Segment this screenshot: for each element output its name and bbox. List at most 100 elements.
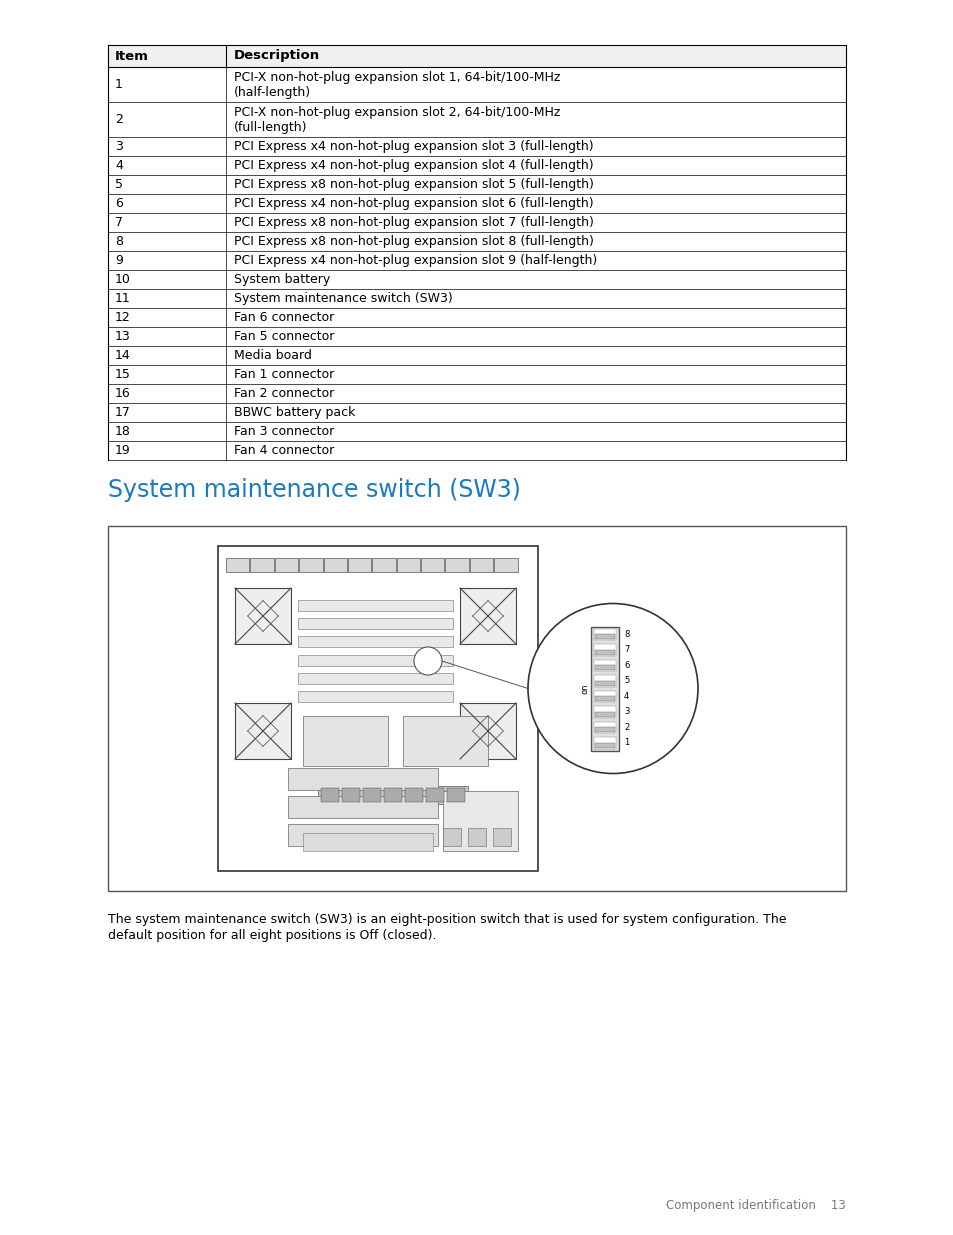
Text: 19: 19 [115, 445, 131, 457]
Bar [218, 546, 537, 871]
Bar [234, 588, 291, 643]
Bar [297, 692, 453, 703]
Text: 9: 9 [115, 254, 123, 267]
Circle shape [527, 604, 698, 773]
Bar [494, 558, 517, 572]
Bar [459, 588, 516, 643]
Text: 8: 8 [115, 235, 123, 248]
Bar [396, 558, 419, 572]
Text: 5: 5 [623, 677, 629, 685]
Text: 3: 3 [115, 140, 123, 153]
Bar [297, 673, 453, 684]
Text: 16: 16 [115, 387, 131, 400]
Text: 4: 4 [623, 692, 629, 700]
Text: 1: 1 [115, 78, 123, 91]
Text: PCI Express x8 non-hot-plug expansion slot 8 (full-length): PCI Express x8 non-hot-plug expansion sl… [233, 235, 594, 248]
Text: PCI Express x4 non-hot-plug expansion slot 4 (full-length): PCI Express x4 non-hot-plug expansion sl… [233, 159, 593, 172]
Text: PCI Express x4 non-hot-plug expansion slot 6 (full-length): PCI Express x4 non-hot-plug expansion sl… [233, 198, 593, 210]
Text: on: on [579, 683, 589, 694]
Text: 8: 8 [623, 630, 629, 638]
Bar [594, 676, 616, 687]
Bar [317, 785, 468, 804]
Bar [274, 558, 298, 572]
Text: default position for all eight positions is Off (closed).: default position for all eight positions… [108, 929, 436, 942]
Bar [470, 558, 493, 572]
Bar [348, 558, 371, 572]
Text: PCI Express x4 non-hot-plug expansion slot 9 (half-length): PCI Express x4 non-hot-plug expansion sl… [233, 254, 597, 267]
Text: 7: 7 [115, 216, 123, 228]
Text: BBWC battery pack: BBWC battery pack [233, 406, 355, 419]
Bar [234, 703, 291, 760]
Bar [595, 666, 615, 671]
Text: 4: 4 [115, 159, 123, 172]
Text: 2: 2 [623, 722, 629, 732]
Text: Fan 4 connector: Fan 4 connector [233, 445, 334, 457]
Bar [595, 680, 615, 685]
Bar [594, 643, 616, 656]
Text: Fan 5 connector: Fan 5 connector [233, 330, 334, 343]
Text: 11: 11 [115, 291, 131, 305]
Bar [594, 629, 616, 640]
Text: 18: 18 [115, 425, 131, 438]
Text: Description: Description [233, 49, 320, 63]
Text: 6: 6 [623, 661, 629, 669]
Bar [595, 650, 615, 655]
Text: 7: 7 [623, 645, 629, 655]
Bar [594, 659, 616, 671]
Bar [442, 790, 517, 851]
Text: Media board: Media board [233, 350, 312, 362]
Text: Fan 1 connector: Fan 1 connector [233, 368, 334, 382]
Text: System maintenance switch (SW3): System maintenance switch (SW3) [233, 291, 453, 305]
Bar [594, 721, 616, 734]
Bar [288, 768, 437, 790]
Text: PCI Express x8 non-hot-plug expansion slot 5 (full-length): PCI Express x8 non-hot-plug expansion sl… [233, 178, 594, 191]
Bar [341, 788, 359, 802]
Text: 12: 12 [115, 311, 131, 324]
Bar [303, 832, 433, 851]
Text: System battery: System battery [233, 273, 330, 287]
Bar [595, 727, 615, 732]
Bar [445, 558, 468, 572]
Bar [288, 797, 437, 818]
Bar [493, 827, 511, 846]
Bar [297, 636, 453, 647]
Bar [405, 788, 422, 802]
Bar [595, 743, 615, 747]
Bar [595, 711, 615, 716]
Bar [402, 716, 488, 766]
Bar [299, 558, 322, 572]
Text: PCI Express x4 non-hot-plug expansion slot 3 (full-length): PCI Express x4 non-hot-plug expansion sl… [233, 140, 593, 153]
Bar [288, 824, 437, 846]
Bar [297, 618, 453, 629]
Bar [250, 558, 274, 572]
Text: 3: 3 [623, 708, 629, 716]
Text: The system maintenance switch (SW3) is an eight-position switch that is used for: The system maintenance switch (SW3) is a… [108, 913, 785, 926]
Bar [226, 558, 249, 572]
Bar [447, 788, 464, 802]
Bar [323, 558, 347, 572]
Bar [595, 697, 615, 701]
Circle shape [414, 647, 441, 676]
Bar [384, 788, 401, 802]
Bar [468, 827, 485, 846]
Bar [320, 788, 338, 802]
Text: PCI-X non-hot-plug expansion slot 1, 64-bit/100-MHz: PCI-X non-hot-plug expansion slot 1, 64-… [233, 70, 559, 84]
Text: 10: 10 [115, 273, 131, 287]
Text: 17: 17 [115, 406, 131, 419]
Bar [363, 788, 380, 802]
Text: 15: 15 [115, 368, 131, 382]
Text: (full-length): (full-length) [233, 121, 307, 133]
Text: PCI-X non-hot-plug expansion slot 2, 64-bit/100-MHz: PCI-X non-hot-plug expansion slot 2, 64-… [233, 106, 559, 119]
Text: 6: 6 [115, 198, 123, 210]
Text: 13: 13 [115, 330, 131, 343]
Text: System maintenance switch (SW3): System maintenance switch (SW3) [108, 478, 520, 501]
Text: Component identification    13: Component identification 13 [665, 1198, 845, 1212]
Bar [108, 44, 845, 67]
Text: Fan 2 connector: Fan 2 connector [233, 387, 334, 400]
Text: PCI Express x8 non-hot-plug expansion slot 7 (full-length): PCI Express x8 non-hot-plug expansion sl… [233, 216, 594, 228]
Bar [459, 703, 516, 760]
Text: Fan 3 connector: Fan 3 connector [233, 425, 334, 438]
Text: 2: 2 [115, 112, 123, 126]
Text: (half-length): (half-length) [233, 85, 311, 99]
Bar [303, 716, 388, 766]
